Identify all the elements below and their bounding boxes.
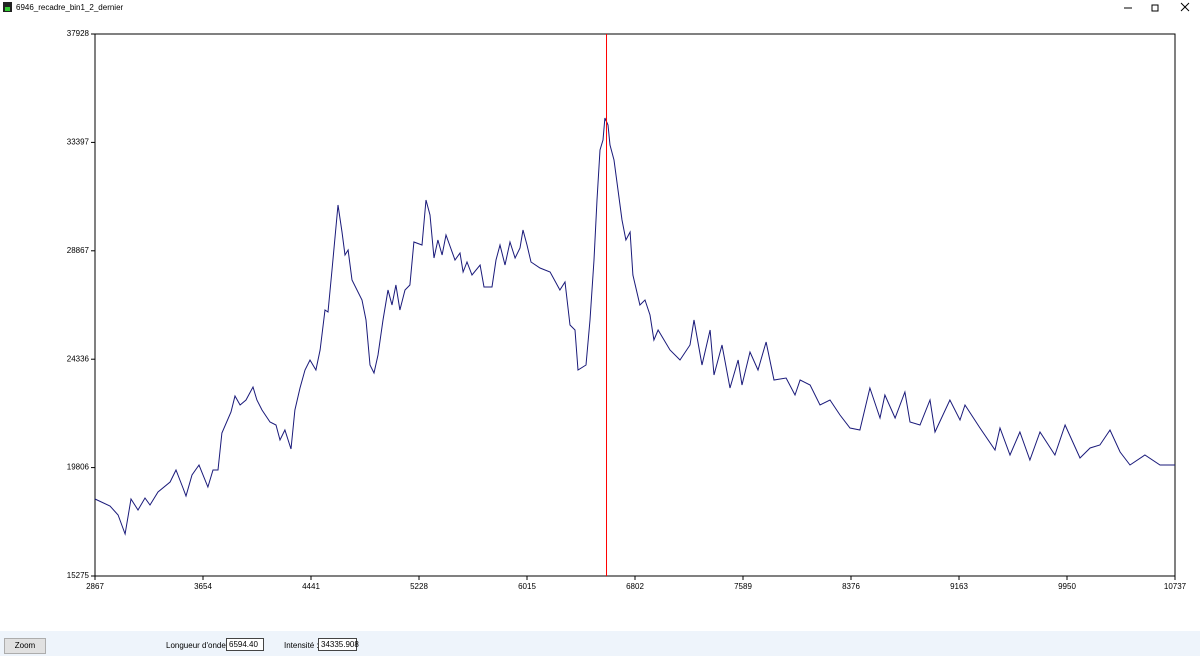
x-tick-label: 6802 <box>626 582 644 591</box>
x-tick-label: 3654 <box>194 582 212 591</box>
status-bar <box>0 631 1200 656</box>
intensity-field[interactable]: 34335.908 <box>318 638 359 651</box>
close-button[interactable] <box>1180 2 1190 12</box>
x-tick-label: 2867 <box>86 582 104 591</box>
app-icon-detail <box>5 7 10 11</box>
y-tick-label: 19806 <box>67 463 90 472</box>
y-tick-label: 33397 <box>67 138 90 147</box>
x-tick-label: 9950 <box>1058 582 1076 591</box>
x-tick-label: 9163 <box>950 582 968 591</box>
restore-button[interactable] <box>1151 4 1159 12</box>
y-tick-label: 28867 <box>67 246 90 255</box>
title-bar <box>0 0 1200 16</box>
wavelength-field[interactable]: 6594.40 <box>226 638 264 651</box>
y-tick-label: 15275 <box>67 571 90 580</box>
window-title: 6946_recadre_bin1_2_dernier <box>16 3 124 12</box>
zoom-button[interactable]: Zoom <box>4 638 46 654</box>
plot-frame <box>94 33 1176 577</box>
wavelength-label: Longueur d'onde : <box>166 641 231 650</box>
x-tick-label: 5228 <box>410 582 428 591</box>
x-tick-label: 4441 <box>302 582 320 591</box>
y-tick-label: 24336 <box>67 354 90 363</box>
intensity-label: Intensité : <box>284 641 319 650</box>
x-tick-label: 8376 <box>842 582 860 591</box>
y-tick-label: 37928 <box>67 29 90 38</box>
spectrum-line <box>94 117 1175 536</box>
x-tick-label: 7589 <box>734 582 752 591</box>
x-tick-label: 10737 <box>1164 582 1187 591</box>
x-tick-label: 6015 <box>518 582 536 591</box>
